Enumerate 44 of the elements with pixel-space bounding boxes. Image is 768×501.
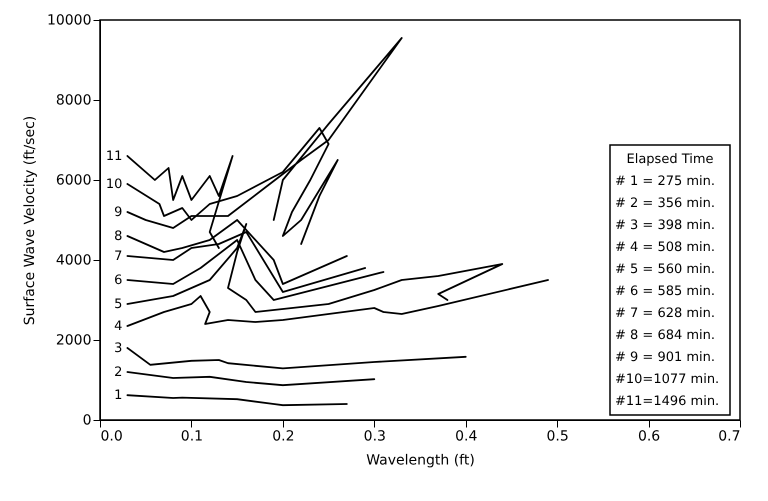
annotation: # 9 = 901 min. [615, 350, 716, 365]
x-tick-label: 0.2 [272, 428, 294, 444]
x-tick-label: 0.3 [364, 428, 386, 444]
line-series [126, 371, 376, 386]
x-tick-label: 0.0 [100, 428, 123, 444]
series-label: 6 [114, 273, 122, 288]
line-series [126, 279, 549, 327]
series-label: 7 [114, 249, 122, 264]
y-tick-label: 8000 [56, 92, 92, 108]
x-tick-label: 0.5 [546, 428, 569, 444]
annotation: #11=1496 min. [615, 394, 720, 409]
y-tick-label: 2000 [56, 332, 92, 348]
x-tick-label: 0.7 [718, 428, 740, 444]
annotation: # 6 = 585 min. [615, 284, 716, 299]
series-label: 11 [106, 149, 122, 164]
annotation: # 1 = 275 min. [615, 174, 716, 189]
series-label: 3 [114, 341, 122, 356]
annotation: Elapsed Time [626, 152, 714, 167]
annotation: # 5 = 560 min. [615, 262, 716, 277]
line-series [126, 223, 504, 313]
y-tick-label: 0 [82, 412, 92, 428]
annotation: # 4 = 508 min. [615, 240, 716, 255]
x-tick-label: 0.6 [638, 428, 660, 444]
y-axis-title: Surface Wave Velocity (ft/sec) [22, 116, 38, 326]
y-tick-label: 10000 [46, 12, 92, 28]
series-label: 2 [114, 365, 122, 380]
series-label: 1 [114, 388, 122, 404]
annotation: #10=1077 min. [615, 372, 720, 387]
line-series [126, 394, 348, 406]
y-tick-label: 4000 [56, 252, 92, 268]
line-series [126, 347, 467, 370]
annotation: # 8 = 684 min. [615, 328, 716, 343]
annotation: # 7 = 628 min. [615, 306, 716, 321]
x-tick-label: 0.1 [180, 428, 204, 444]
x-axis-title: Wavelength (ft) [366, 452, 475, 468]
annotation: # 2 = 356 min. [615, 196, 716, 211]
series-label: 9 [114, 205, 122, 220]
series-label: 8 [114, 229, 122, 244]
series-label: 4 [114, 319, 122, 334]
annotation: # 3 = 398 min. [615, 218, 716, 233]
y-tick-label: 6000 [56, 172, 92, 188]
x-tick-label: 0.4 [455, 428, 478, 444]
series-label: 5 [114, 297, 122, 312]
series-label: 10 [106, 177, 122, 192]
